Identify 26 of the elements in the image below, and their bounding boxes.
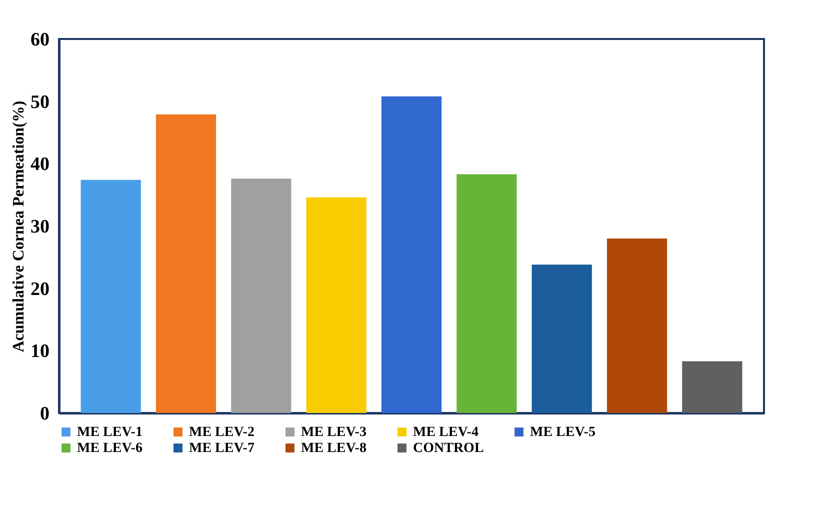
bar [606, 238, 668, 413]
y-axis-title: Acumulative Cornea Permeation(%) [10, 100, 28, 352]
bar [80, 180, 141, 413]
y-tick-label: 40 [30, 154, 50, 176]
legend-label: ME LEV-6 [77, 441, 142, 456]
bar [306, 197, 366, 413]
bar [156, 114, 216, 413]
y-tick-label: 30 [30, 216, 50, 238]
legend-label: ME LEV-7 [189, 441, 254, 456]
legend-label: ME LEV-2 [189, 425, 254, 440]
y-tick-label: 20 [30, 278, 50, 300]
y-tick-label: 60 [30, 30, 50, 50]
bar [456, 174, 517, 413]
bar [682, 361, 742, 413]
legend-label: ME LEV-4 [413, 425, 478, 440]
y-tick-label: 50 [30, 92, 50, 113]
y-tick-label: 10 [30, 341, 50, 362]
bar [231, 178, 292, 413]
y-tick-label: 0 [40, 404, 50, 424]
legend-label: ME LEV-8 [301, 441, 366, 456]
legend-label: ME LEV-5 [530, 425, 596, 440]
bar [532, 264, 592, 413]
bar [381, 96, 442, 413]
legend-label: ME LEV-3 [301, 425, 366, 440]
legend-label: ME LEV-1 [77, 425, 142, 440]
legend-label: CONTROL [413, 441, 484, 456]
